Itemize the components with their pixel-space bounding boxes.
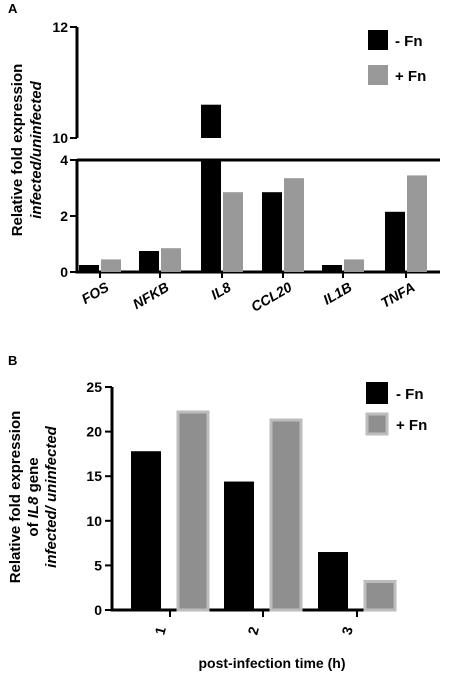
panel-a-ytick-label: 2 xyxy=(60,208,68,224)
panel-b-xtick-label: 3 xyxy=(338,625,356,637)
panel-b-legend-swatch xyxy=(366,382,388,404)
panel-b-ylabel-suffix: gene xyxy=(25,457,42,496)
panel-a-ytick-label: 0 xyxy=(60,264,68,280)
panel-b-bar xyxy=(131,451,161,610)
panel-a-category-label: CCL20 xyxy=(248,279,295,315)
panel-a-letter: A xyxy=(8,1,18,16)
panel-b-letter: B xyxy=(8,353,17,368)
panel-a-bar xyxy=(161,248,181,272)
panel-a-legend-label: - Fn xyxy=(395,33,423,50)
panel-a-legend-swatch xyxy=(368,30,388,50)
panel-a-bar xyxy=(262,192,282,272)
panel-b-legend-label: - Fn xyxy=(396,386,424,403)
panel-a-bar-lower-segment xyxy=(201,160,221,272)
panel-b-ylabel-line3: infected/ uninfected xyxy=(43,425,60,568)
panel-b-ylabel-prefix: of xyxy=(25,518,42,536)
panel-a-bar xyxy=(344,259,364,272)
panel-b-ytick-label: 5 xyxy=(94,557,102,573)
panel-a-ytick-label: 10 xyxy=(52,130,68,146)
panel-a-ytick-label: 12 xyxy=(52,19,68,35)
panel-b-ytick-label: 20 xyxy=(86,424,102,440)
panel-b-chart: 0 5 10 15 20 25 1 2 3 - Fn + Fn xyxy=(86,379,427,637)
panel-b-ylabel-gene: IL8 xyxy=(25,496,42,518)
panel-b-ylabel-line1: Relative fold expression xyxy=(7,411,24,584)
panel-a-bar xyxy=(101,259,121,272)
panel-a-bar xyxy=(385,211,405,272)
panel-b-ylabel: Relative fold expression of IL8 gene inf… xyxy=(7,411,60,584)
panel-a-chart: 0 2 4 10 12 FOS NFKB IL8 CCL20 IL1B TNFA - Fn + Fn xyxy=(52,19,440,315)
panel-a-legend-label: + Fn xyxy=(395,68,426,85)
panel-a-ytick-label: 4 xyxy=(60,152,68,168)
panel-a-bar xyxy=(322,265,342,272)
panel-a-bar xyxy=(139,251,159,272)
panel-b-xtick-label: 1 xyxy=(151,625,169,637)
panel-a-category-label: FOS xyxy=(79,278,112,307)
panel-b-xlabel: post-infection time (h) xyxy=(199,655,346,671)
panel-b-bar xyxy=(224,481,254,610)
panel-b-bar xyxy=(269,418,303,612)
panel-a-ylabel-line2: infected/uninfected xyxy=(28,80,45,218)
panel-b-bar xyxy=(176,410,210,612)
panel-a-bar xyxy=(223,192,243,272)
panel-b-xtick-label: 2 xyxy=(244,625,262,637)
panel-b-bar xyxy=(318,552,348,610)
panel-b-ytick-label: 10 xyxy=(86,513,102,529)
panel-b-ytick-label: 25 xyxy=(86,379,102,395)
panel-a-legend-swatch xyxy=(368,65,388,85)
panel-a-bar xyxy=(407,175,427,272)
panel-b-bar xyxy=(363,579,397,612)
panel-a-category-label: IL8 xyxy=(208,279,234,303)
panel-a-category-label: IL1B xyxy=(320,279,354,308)
panel-b-ylabel-line2: of IL8 gene xyxy=(25,457,42,536)
panel-a-category-label: TNFA xyxy=(378,279,418,311)
panel-b-legend-swatch xyxy=(365,412,389,436)
panel-b-legend-label: + Fn xyxy=(396,417,427,434)
panel-b-ytick-label: 15 xyxy=(86,468,102,484)
panel-a-ylabel-line1: Relative fold expression xyxy=(9,64,26,237)
panel-b-ytick-label: 0 xyxy=(94,602,102,618)
panel-a-category-label: NFKB xyxy=(130,279,172,312)
panel-a-bar xyxy=(284,178,304,272)
panel-a-bar-upper-segment xyxy=(201,104,221,138)
panel-a-bar xyxy=(79,265,99,272)
